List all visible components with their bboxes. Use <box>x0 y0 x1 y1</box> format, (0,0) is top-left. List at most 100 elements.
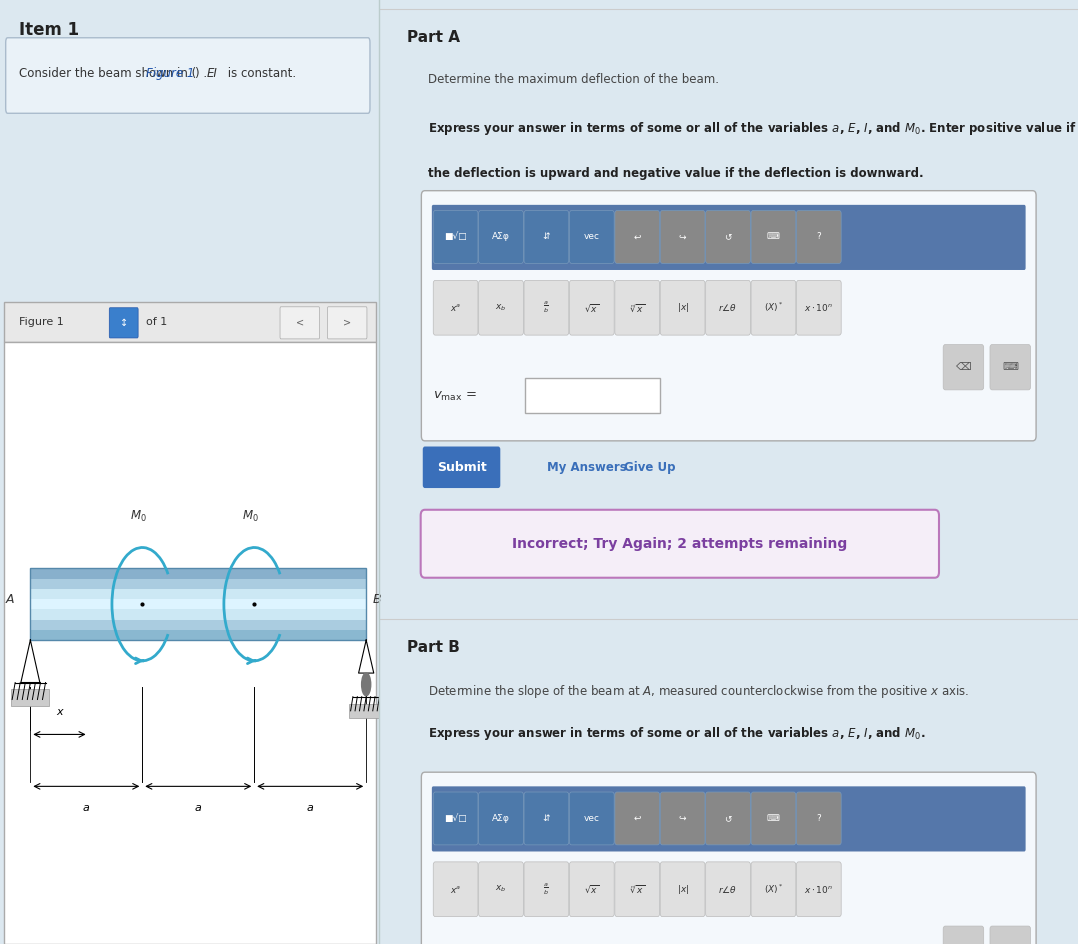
Text: vec: vec <box>584 232 599 242</box>
Text: $\frac{a}{b}$: $\frac{a}{b}$ <box>543 300 550 315</box>
Text: x: x <box>56 707 63 717</box>
Text: of 1: of 1 <box>147 317 167 327</box>
Text: ↪: ↪ <box>679 232 687 242</box>
FancyBboxPatch shape <box>479 862 523 917</box>
Text: $x_b$: $x_b$ <box>496 884 507 895</box>
Text: $\sqrt[n]{x}$: $\sqrt[n]{x}$ <box>630 302 645 313</box>
Text: ↩: ↩ <box>634 232 641 242</box>
FancyBboxPatch shape <box>660 211 705 263</box>
Text: B: B <box>373 593 382 606</box>
FancyBboxPatch shape <box>660 792 705 845</box>
Text: $|x|$: $|x|$ <box>677 883 689 896</box>
FancyBboxPatch shape <box>421 772 1036 944</box>
Text: ↩: ↩ <box>634 814 641 823</box>
Text: a: a <box>307 803 314 814</box>
Bar <box>30 609 367 619</box>
Text: My Answers: My Answers <box>548 461 626 474</box>
Text: >: > <box>343 318 351 328</box>
FancyBboxPatch shape <box>569 280 614 335</box>
Text: vec: vec <box>584 814 599 823</box>
Text: ↪: ↪ <box>679 814 687 823</box>
FancyBboxPatch shape <box>706 211 750 263</box>
FancyBboxPatch shape <box>660 280 705 335</box>
FancyBboxPatch shape <box>943 926 984 944</box>
Text: ↺: ↺ <box>724 232 732 242</box>
FancyBboxPatch shape <box>569 211 614 263</box>
Text: ) .: ) . <box>195 67 210 80</box>
Text: Part A: Part A <box>407 30 460 45</box>
Bar <box>30 630 367 640</box>
Text: AΣφ: AΣφ <box>492 232 510 242</box>
Text: $\sqrt{x}$: $\sqrt{x}$ <box>584 302 599 313</box>
Text: EI: EI <box>207 67 218 80</box>
Text: <: < <box>295 318 304 328</box>
FancyBboxPatch shape <box>569 792 614 845</box>
FancyBboxPatch shape <box>706 280 750 335</box>
Bar <box>349 704 384 718</box>
Text: ↕: ↕ <box>120 318 128 328</box>
FancyBboxPatch shape <box>524 862 569 917</box>
Text: Part B: Part B <box>407 640 460 655</box>
Bar <box>30 579 367 589</box>
FancyBboxPatch shape <box>280 307 319 339</box>
Text: Item 1: Item 1 <box>19 21 79 39</box>
Text: Express your answer in terms of some or all of the variables $a$, $E$, $I$, and : Express your answer in terms of some or … <box>428 120 1077 137</box>
FancyBboxPatch shape <box>797 862 841 917</box>
Bar <box>30 599 367 609</box>
Text: ■√□: ■√□ <box>444 814 467 823</box>
Text: ⇵: ⇵ <box>542 814 550 823</box>
Text: ⌫: ⌫ <box>955 362 971 372</box>
Bar <box>30 568 367 579</box>
Circle shape <box>361 673 371 696</box>
Text: Consider the beam shown in (: Consider the beam shown in ( <box>19 67 196 80</box>
FancyBboxPatch shape <box>797 792 841 845</box>
Text: $x\cdot10^n$: $x\cdot10^n$ <box>804 302 833 313</box>
Text: ⌨: ⌨ <box>766 232 780 242</box>
Text: $r\angle\theta$: $r\angle\theta$ <box>718 302 737 313</box>
Text: Determine the slope of the beam at $A$, measured counterclockwise from the posit: Determine the slope of the beam at $A$, … <box>428 683 969 700</box>
Text: ⌨: ⌨ <box>766 814 780 823</box>
FancyBboxPatch shape <box>524 211 569 263</box>
FancyBboxPatch shape <box>479 280 523 335</box>
Text: $(X)^*$: $(X)^*$ <box>763 883 784 896</box>
Text: $\sqrt{x}$: $\sqrt{x}$ <box>584 884 599 895</box>
FancyBboxPatch shape <box>990 926 1031 944</box>
Text: AΣφ: AΣφ <box>492 814 510 823</box>
Bar <box>30 568 367 640</box>
FancyBboxPatch shape <box>943 345 984 390</box>
Text: ?: ? <box>816 814 821 823</box>
FancyBboxPatch shape <box>569 862 614 917</box>
Text: ⌨: ⌨ <box>1003 362 1019 372</box>
FancyBboxPatch shape <box>524 280 569 335</box>
FancyBboxPatch shape <box>433 862 478 917</box>
Text: $\frac{a}{b}$: $\frac{a}{b}$ <box>543 882 550 897</box>
FancyBboxPatch shape <box>432 205 1025 270</box>
Text: $v_{\max}$ =: $v_{\max}$ = <box>433 390 478 403</box>
Text: Give Up: Give Up <box>624 461 676 474</box>
FancyBboxPatch shape <box>479 211 523 263</box>
Text: a: a <box>195 803 202 814</box>
Text: $M_0$: $M_0$ <box>130 509 147 524</box>
FancyBboxPatch shape <box>751 792 796 845</box>
FancyBboxPatch shape <box>614 792 660 845</box>
FancyBboxPatch shape <box>660 862 705 917</box>
Text: ■√□: ■√□ <box>444 232 467 242</box>
FancyBboxPatch shape <box>4 342 375 944</box>
FancyBboxPatch shape <box>524 792 569 845</box>
Text: Submit: Submit <box>437 461 486 474</box>
Text: $r\angle\theta$: $r\angle\theta$ <box>718 884 737 895</box>
FancyBboxPatch shape <box>420 510 939 578</box>
FancyBboxPatch shape <box>614 862 660 917</box>
FancyBboxPatch shape <box>706 792 750 845</box>
Text: Express your answer in terms of some or all of the variables $a$, $E$, $I$, and : Express your answer in terms of some or … <box>428 725 926 742</box>
Text: A: A <box>5 593 14 606</box>
FancyBboxPatch shape <box>5 38 370 113</box>
Text: Figure 1: Figure 1 <box>19 317 64 327</box>
Text: the deflection is upward and negative value if the deflection is downward.: the deflection is upward and negative va… <box>428 167 924 180</box>
Text: a: a <box>83 803 89 814</box>
Text: $|x|$: $|x|$ <box>677 301 689 314</box>
Bar <box>12 689 50 706</box>
Text: ?: ? <box>816 232 821 242</box>
FancyBboxPatch shape <box>797 211 841 263</box>
FancyBboxPatch shape <box>109 308 138 338</box>
